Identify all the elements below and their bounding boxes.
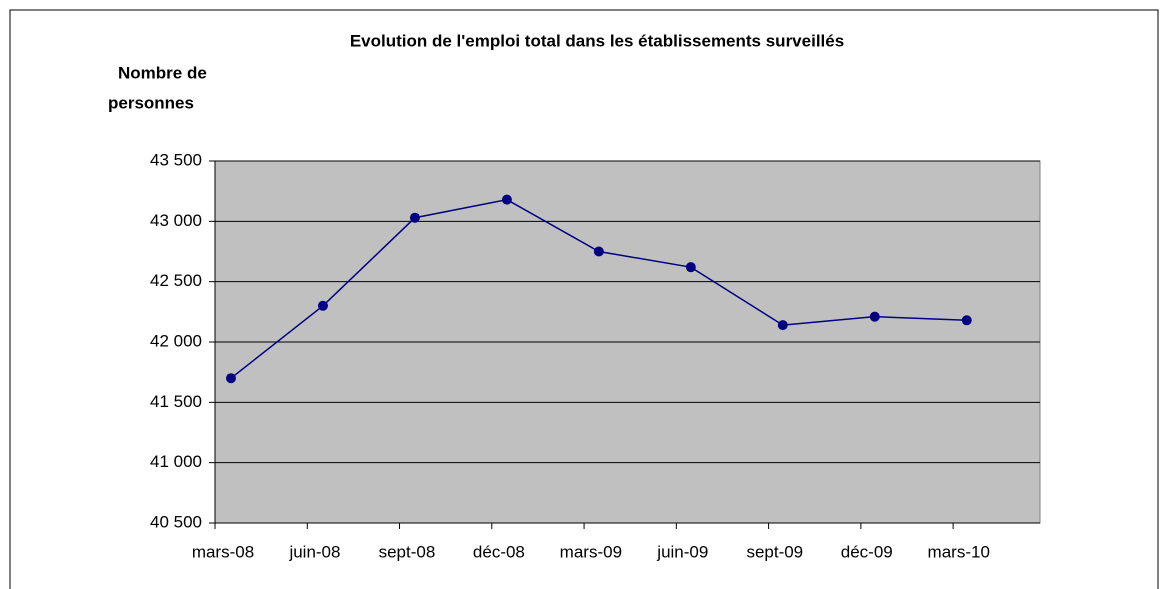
x-tick-label: déc-09 xyxy=(841,542,893,561)
x-tick-label: juin-08 xyxy=(288,542,340,561)
x-tick-label: déc-08 xyxy=(473,542,525,561)
chart-frame xyxy=(9,9,1159,589)
x-tick-label: mars-08 xyxy=(192,542,254,561)
y-axis-label: personnes xyxy=(108,93,194,112)
x-tick-label: mars-09 xyxy=(560,542,622,561)
x-tick-label: mars-10 xyxy=(928,542,990,561)
data-point xyxy=(226,373,236,384)
y-tick-label: 42 500 xyxy=(150,271,202,290)
data-point xyxy=(777,320,788,331)
data-point xyxy=(685,262,696,273)
y-tick-label: 41 500 xyxy=(150,392,202,411)
chart-title: Evolution de l'emploi total dans les éta… xyxy=(350,31,844,50)
x-tick-label: sept-09 xyxy=(746,542,803,561)
y-tick-label: 40 500 xyxy=(150,512,202,531)
y-tick-label: 43 500 xyxy=(150,150,202,169)
y-tick-label: 41 000 xyxy=(150,452,202,471)
y-tick-label: 43 000 xyxy=(150,211,202,230)
data-point xyxy=(869,311,880,322)
data-point xyxy=(593,246,604,257)
data-point xyxy=(317,300,328,311)
data-point xyxy=(409,212,420,223)
y-axis-label: Nombre de xyxy=(118,63,207,82)
data-point xyxy=(961,315,972,326)
data-point xyxy=(501,194,512,205)
y-tick-label: 42 000 xyxy=(150,331,202,350)
x-tick-label: sept-08 xyxy=(379,542,436,561)
x-tick-label: juin-09 xyxy=(656,542,708,561)
